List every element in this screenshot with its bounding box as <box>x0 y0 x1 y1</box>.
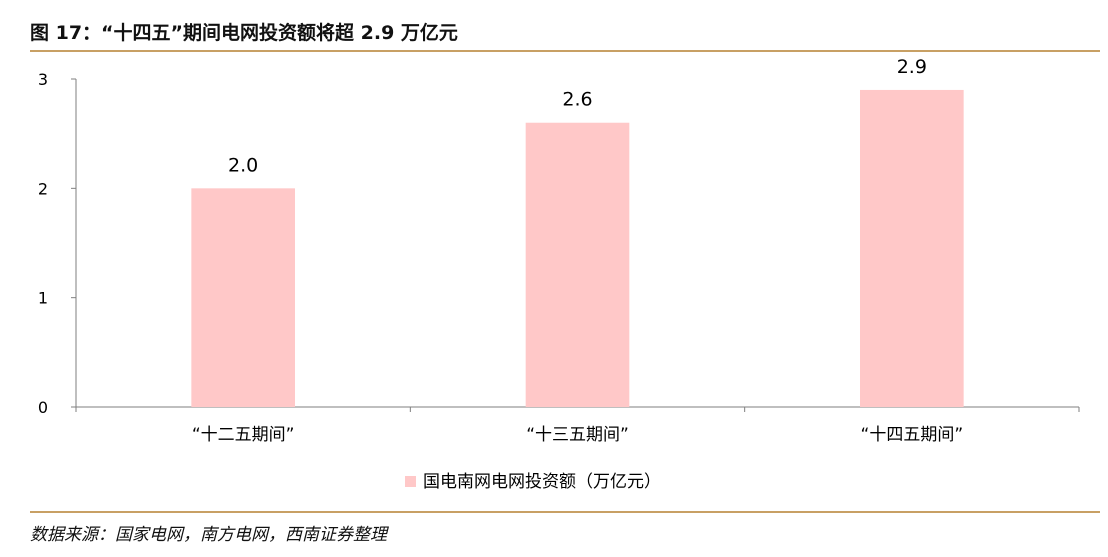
y-tick-label: 2 <box>38 179 48 198</box>
data-labels: 2.0 2.6 2.9 <box>228 56 927 176</box>
x-axis: “十二五期间” “十三五期间” “十四五期间” <box>75 406 1080 445</box>
data-label: 2.9 <box>897 56 927 78</box>
x-tick-label: “十二五期间” <box>192 425 295 445</box>
y-tick-label: 3 <box>38 70 48 89</box>
x-tick-label: “十三五期间” <box>526 425 629 445</box>
x-tick-label: “十四五期间” <box>861 425 964 445</box>
figure-title: 图 17：“十四五”期间电网投资额将超 2.9 万亿元 <box>30 22 458 44</box>
y-tick-label: 1 <box>38 289 48 308</box>
data-label: 2.0 <box>228 154 258 176</box>
source-note: 数据来源：国家电网，南方电网，西南证券整理 <box>30 525 387 545</box>
bars <box>191 89 964 407</box>
legend-label: 国电南网电网投资额（万亿元） <box>423 472 661 492</box>
y-tick-label: 0 <box>38 398 48 417</box>
legend: 国电南网电网投资额（万亿元） <box>405 472 661 492</box>
source-rule <box>30 511 1100 513</box>
y-axis: 0 1 2 3 <box>38 70 77 417</box>
bar <box>860 89 964 407</box>
bar <box>525 122 630 407</box>
legend-swatch <box>405 476 416 487</box>
data-label: 2.6 <box>562 89 592 111</box>
chart: 0 1 2 3 “十二五期间” “十三五期间” “十四五期间” 2.0 2.6 2.9 国电南… <box>38 56 1080 492</box>
title-rule <box>30 50 1100 52</box>
bar <box>191 188 295 407</box>
